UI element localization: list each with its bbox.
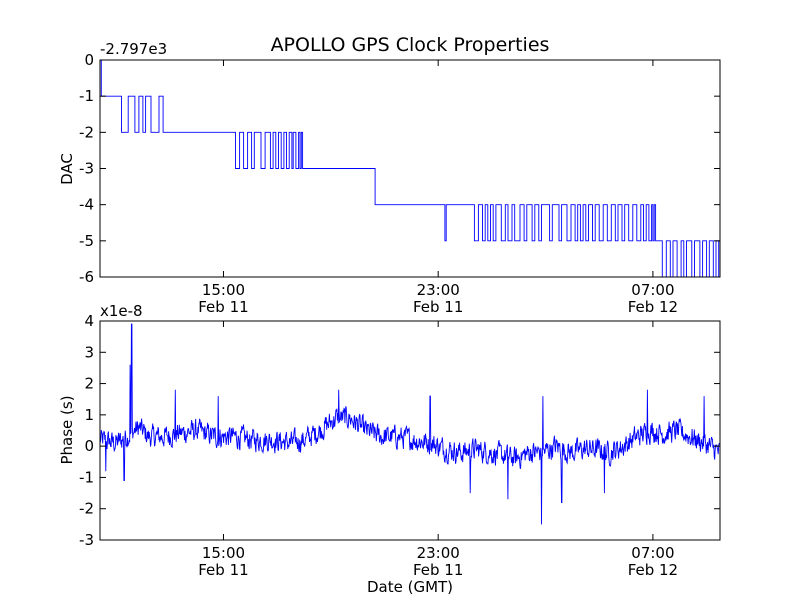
dac-y-tick-label: -2 [79,123,94,141]
chart-title: APOLLO GPS Clock Properties [271,34,550,56]
dac-x-tick-date: Feb 11 [198,298,248,316]
dac-y-tick-label: -5 [79,232,94,250]
dac-plot-area [100,60,720,277]
phase-y-tick-label: 0 [84,437,94,455]
phase-x-tick-time: 07:00 [631,544,674,562]
phase-x-tick-time: 23:00 [417,544,460,562]
phase-y-tick-label: 3 [84,343,94,361]
phase-offset-text: x1e-8 [100,302,143,320]
phase-x-tick-date: Feb 12 [628,561,678,579]
phase-y-tick-label: -2 [79,500,94,518]
dac-series-line [100,60,720,277]
dac-y-tick-label: -1 [79,87,94,105]
dac-x-tick-date: Feb 12 [628,298,678,316]
dac-x-tick-date: Feb 11 [413,298,463,316]
dac-y-ticks: 0 -1 -2 -3 -4 -5 -6 [79,51,720,286]
phase-y-axis-label: Phase (s) [58,395,76,464]
phase-y-tick-label: 4 [84,312,94,330]
phase-x-tick-date: Feb 11 [413,561,463,579]
phase-y-tick-label: -1 [79,468,94,486]
dac-x-tick-time: 23:00 [417,281,460,299]
phase-x-tick-date: Feb 11 [198,561,248,579]
phase-y-tick-label: 1 [84,406,94,424]
dac-y-axis-label: DAC [58,153,76,185]
phase-y-tick-label: 2 [84,375,94,393]
phase-y-tick-label: -3 [79,531,94,549]
dac-y-tick-label: -6 [79,268,94,286]
phase-axes-frame [99,320,721,541]
dac-offset-text: -2.797e3 [100,40,167,58]
dac-x-tick-time: 15:00 [202,281,245,299]
dac-x-tick-time: 07:00 [631,281,674,299]
phase-x-axis-label: Date (GMT) [367,578,453,596]
phase-y-ticks: 4 3 2 1 0 -1 -2 -3 [79,312,720,549]
phase-x-tick-time: 15:00 [202,544,245,562]
phase-series-line [100,323,720,525]
dac-y-tick-label: -3 [79,160,94,178]
phase-plot-area [100,323,720,525]
dac-y-tick-label: -4 [79,196,94,214]
dac-y-tick-label: 0 [84,51,94,69]
